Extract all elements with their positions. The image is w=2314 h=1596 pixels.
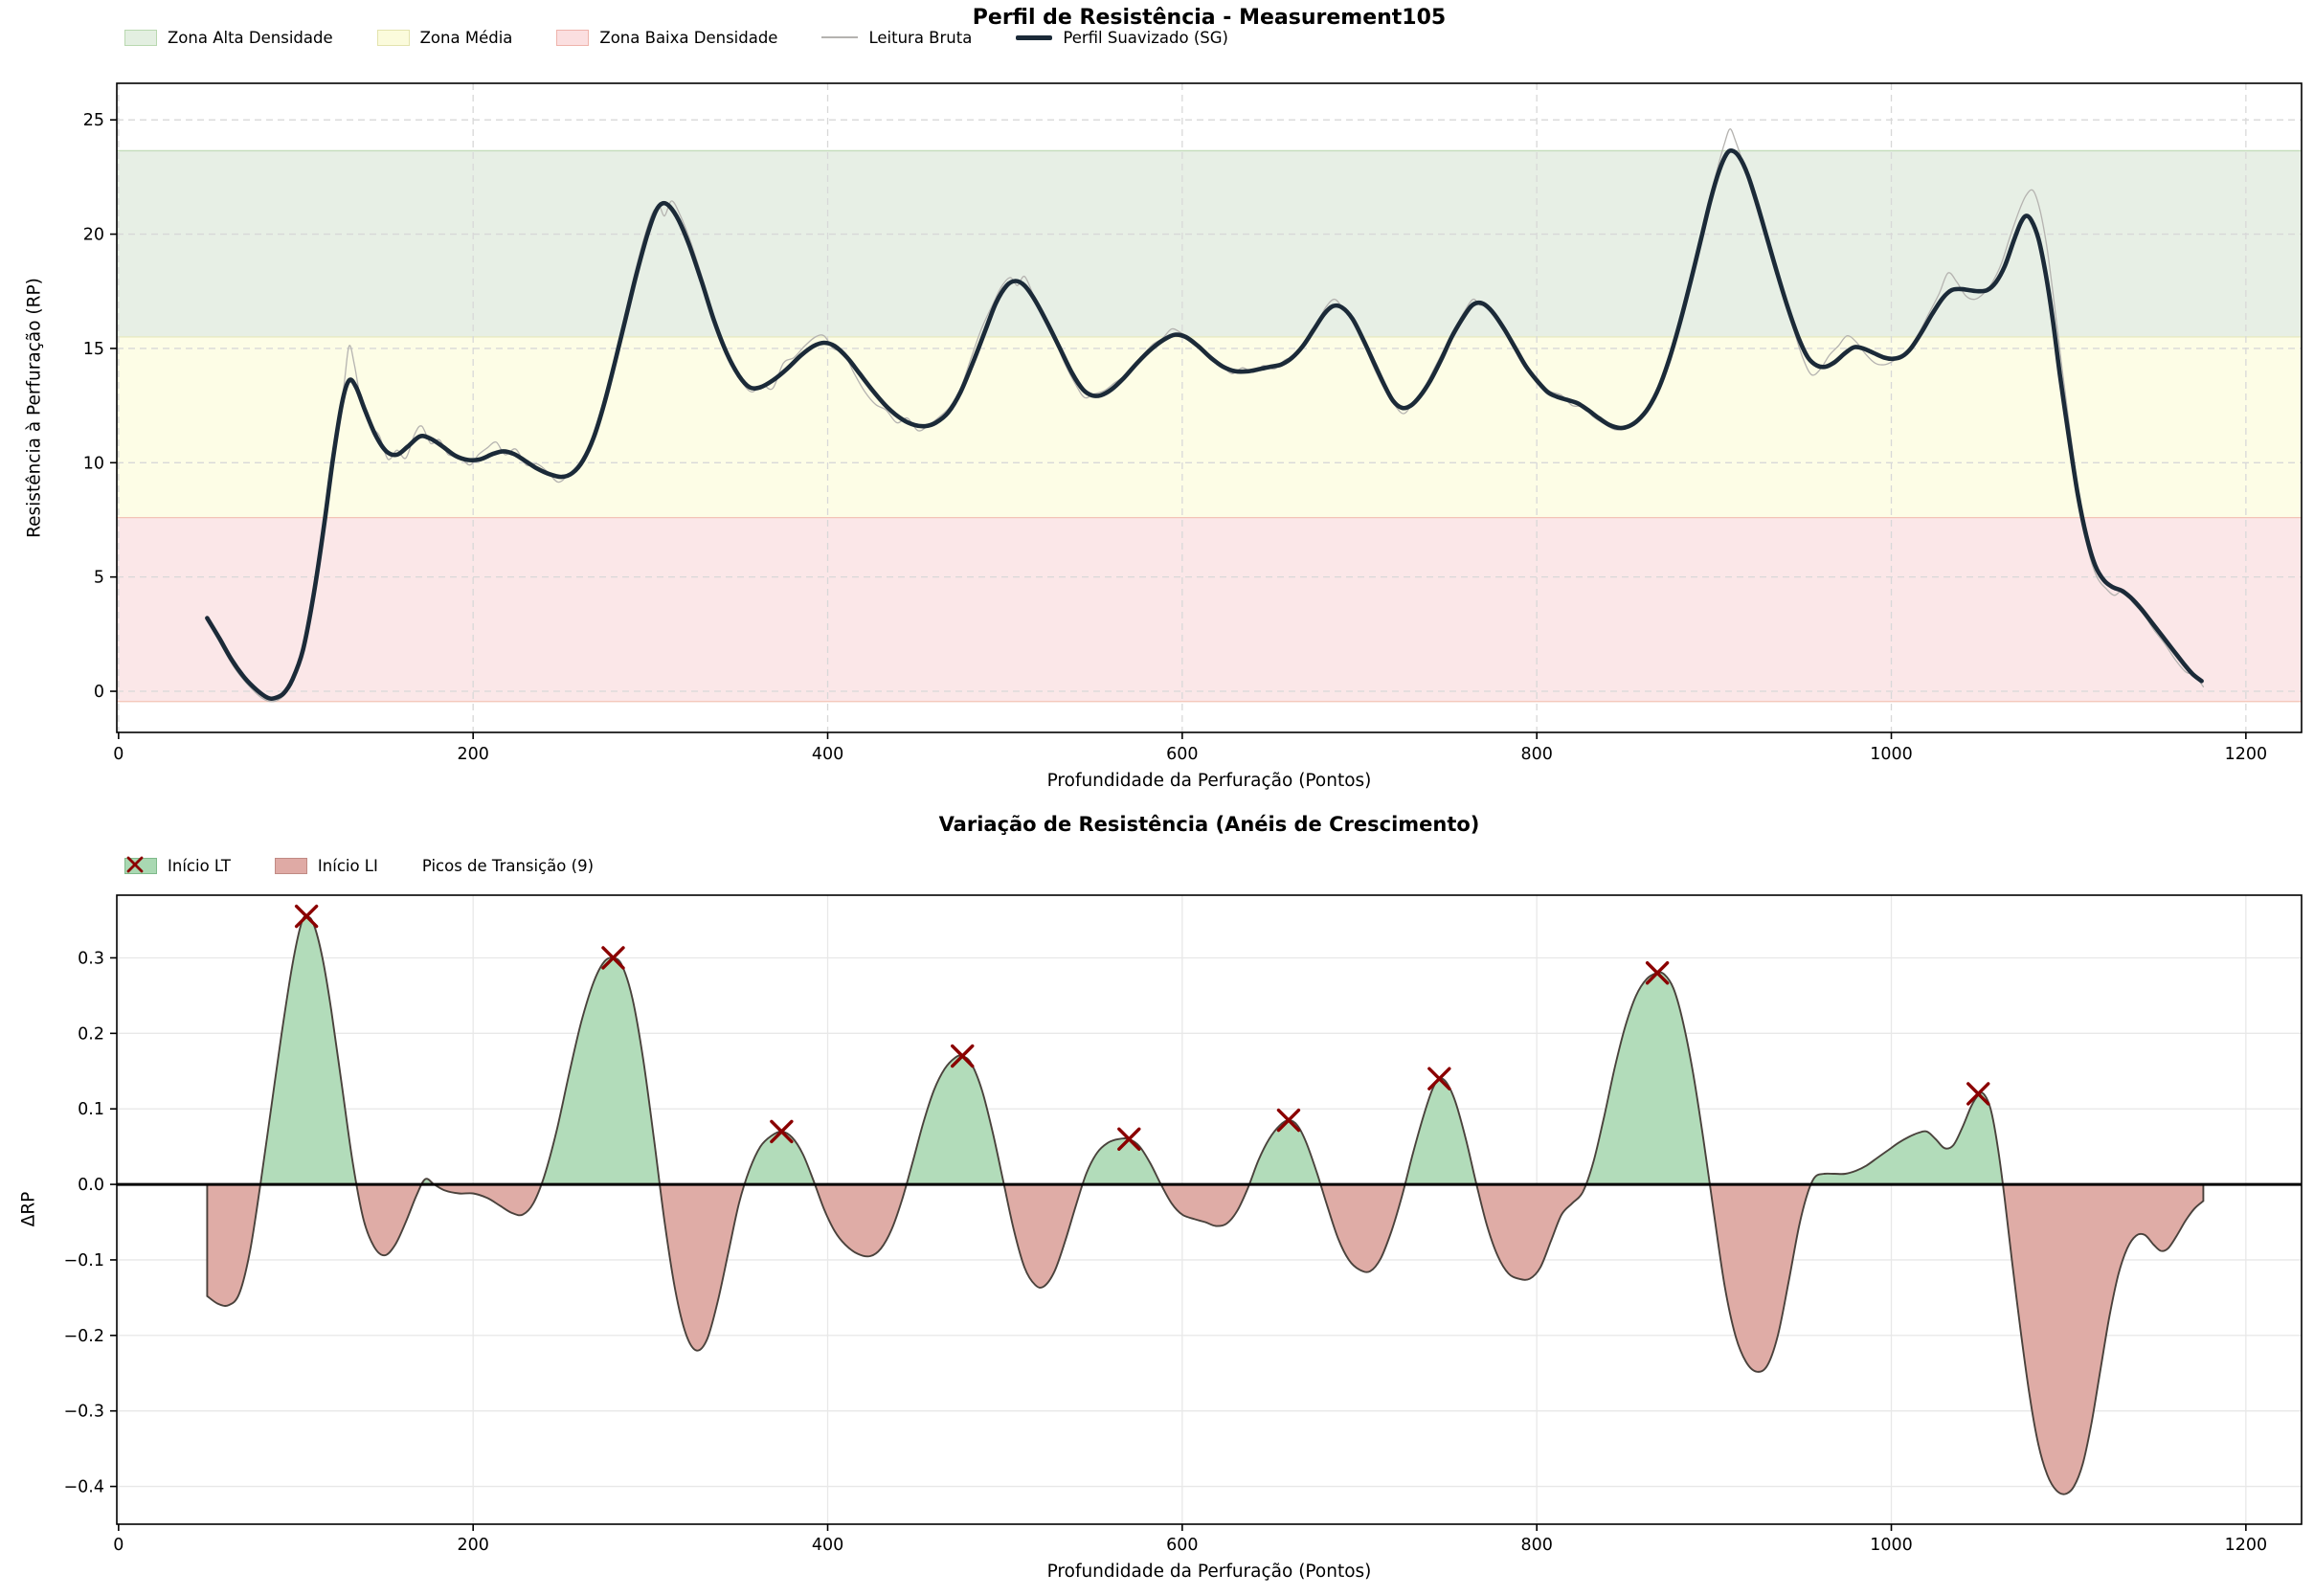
x-tick-label: 800 [1520, 1536, 1552, 1555]
y-tick-label: 0 [94, 683, 104, 702]
plot-area-top: 0 200 400 600 800 1000 1200 0 5 10 15 20 25 [83, 82, 2303, 764]
x-tick-label: 1000 [1870, 745, 1913, 764]
x-marker-icon [1276, 1108, 1301, 1133]
x-tick-label: 400 [812, 1536, 843, 1555]
legend-item: Zona Alta Densidade [124, 29, 333, 47]
legend-label: Zona Baixa Densidade [599, 28, 778, 47]
zone-band [117, 336, 2302, 518]
y-tick-label: 0.0 [78, 1176, 104, 1195]
y-tick-label: 5 [94, 569, 104, 588]
bottom-chart-title: Variação de Resistência (Anéis de Cresci… [938, 813, 1480, 836]
legend-item: Zona Média [376, 28, 513, 47]
x-tick-label: 1000 [1870, 1536, 1913, 1555]
y-tick-label: 0.3 [78, 949, 104, 968]
legend-label: Início LT [168, 856, 231, 875]
legend-label: Perfil Suavizado (SG) [1063, 28, 1228, 47]
series-perfil-suavizado-sg- [205, 148, 2204, 702]
zone-band [117, 517, 2302, 702]
x-marker-icon [126, 856, 144, 873]
x-tick-label: 0 [113, 745, 124, 764]
bottom-legend: Início LT Início LI Picos de Transição (9) [124, 854, 594, 877]
x-marker-icon [1966, 1082, 1990, 1106]
bottom-yaxis-label: ΔRP [18, 1191, 39, 1227]
top-xaxis-label: Profundidade da Perfuração (Pontos) [1046, 771, 1372, 791]
area-positive [260, 916, 2004, 1185]
patch-swatch-icon [124, 29, 157, 46]
x-tick-label: 1200 [2225, 1536, 2268, 1555]
area-negative [207, 1184, 2204, 1495]
patch-swatch-icon [556, 29, 590, 46]
legend-label: Início LI [317, 856, 378, 875]
top-chart-title: Perfil de Resistência - Measurement105 [972, 6, 1447, 30]
x-tick-label: 600 [1166, 1536, 1198, 1555]
x-marker-icon [770, 1119, 794, 1144]
thick-line-swatch-icon [1016, 34, 1053, 40]
legend-item: Leitura Bruta [821, 29, 972, 47]
y-tick-label: −0.4 [64, 1478, 105, 1497]
area-edge [206, 915, 2205, 1495]
x-tick-label: 600 [1166, 745, 1198, 764]
x-tick-label: 0 [113, 1536, 124, 1555]
y-tick-label: −0.2 [64, 1327, 105, 1346]
y-tick-label: 0.1 [78, 1100, 104, 1119]
y-tick-label: −0.1 [64, 1251, 105, 1270]
bottom-xaxis-label: Profundidade da Perfuração (Pontos) [1046, 1562, 1372, 1582]
legend-item: Zona Baixa Densidade [556, 29, 777, 47]
x-marker-icon [1645, 961, 1670, 985]
x-tick-label: 200 [457, 1536, 488, 1555]
x-marker-icon [1427, 1067, 1451, 1090]
x-marker-icon [1117, 1127, 1141, 1151]
legend-item: Perfil Suavizado (SG) [1016, 29, 1228, 47]
y-tick-label: 20 [83, 226, 104, 245]
x-tick-label: 200 [457, 745, 488, 764]
y-tick-label: 10 [83, 454, 104, 473]
x-tick-label: 400 [812, 745, 843, 764]
x-marker-icon [601, 946, 625, 970]
plot-frame [116, 894, 2303, 1525]
top-legend: Zona Alta Densidade Zona Média Zona Baixa … [124, 26, 1228, 49]
legend-item: Picos de Transição (9) [126, 856, 595, 875]
legend-label: Zona Média [419, 28, 513, 47]
x-marker-icon [294, 904, 319, 929]
patch-swatch-icon [274, 857, 307, 874]
y-tick-label: 25 [83, 111, 104, 130]
patch-swatch-icon [376, 29, 410, 46]
y-tick-label: 0.2 [78, 1024, 104, 1044]
legend-label: Picos de Transição (9) [421, 856, 595, 875]
y-tick-label: 15 [83, 340, 104, 359]
legend-label: Leitura Bruta [868, 28, 973, 47]
legend-label: Zona Alta Densidade [168, 28, 333, 47]
plot-frame [116, 82, 2303, 733]
top-yaxis-label: Resistência à Perfuração (RP) [24, 278, 45, 538]
x-tick-label: 1200 [2225, 745, 2268, 764]
line-swatch-icon [821, 36, 859, 38]
plot-area-bottom: 0 200 400 600 800 1000 1200 0.3 0.2 0.1 0.0 −0.1 −0.… [64, 894, 2303, 1555]
zone-band [117, 150, 2302, 337]
x-marker-icon [951, 1044, 975, 1068]
x-tick-label: 800 [1520, 745, 1552, 764]
y-tick-label: −0.3 [64, 1403, 105, 1422]
legend-item: Início LI [274, 856, 378, 875]
